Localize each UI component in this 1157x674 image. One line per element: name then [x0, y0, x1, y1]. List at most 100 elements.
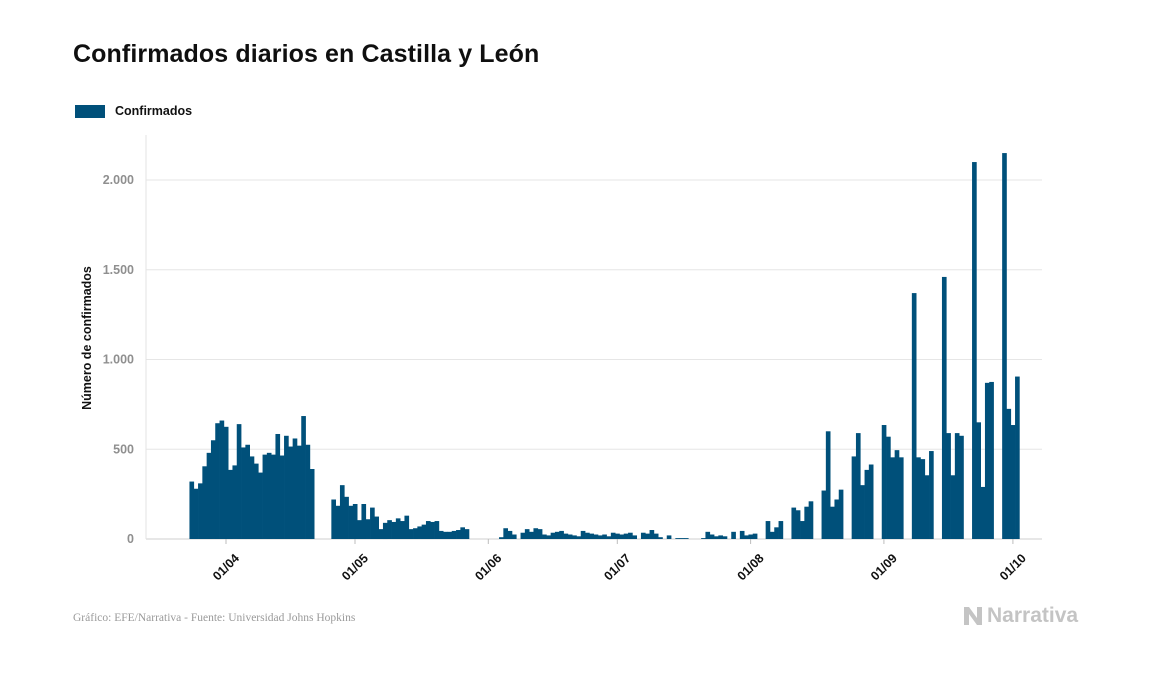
bar	[593, 534, 599, 539]
bar	[752, 533, 758, 539]
bar	[533, 528, 539, 539]
x-tick-label: 01/08	[735, 551, 767, 583]
y-tick-label: 0	[127, 532, 134, 546]
bar	[438, 530, 444, 539]
bar	[460, 527, 465, 539]
bar	[559, 530, 564, 539]
bar	[1015, 376, 1020, 539]
bar	[886, 436, 891, 539]
bar	[597, 535, 603, 539]
bar	[572, 535, 577, 539]
bar	[391, 521, 397, 539]
bar	[245, 444, 250, 539]
bar	[292, 438, 298, 539]
bar	[851, 456, 857, 539]
bar	[795, 510, 801, 539]
bar	[731, 531, 736, 539]
bar	[503, 528, 508, 539]
bar	[529, 531, 534, 539]
bar	[808, 501, 814, 540]
bar	[666, 535, 672, 539]
bar	[374, 516, 379, 539]
bar	[348, 505, 354, 539]
bar	[361, 504, 367, 539]
bar	[382, 522, 388, 540]
bar	[258, 472, 263, 539]
bar	[275, 433, 281, 539]
bar	[550, 532, 556, 539]
bar	[198, 483, 203, 539]
bar	[305, 444, 311, 539]
bar	[658, 537, 663, 539]
bar	[430, 521, 435, 539]
bar	[1002, 153, 1007, 539]
bar	[202, 466, 207, 539]
bar	[838, 489, 844, 539]
bar	[718, 535, 723, 539]
bar	[984, 382, 990, 539]
bar	[774, 527, 779, 539]
bar	[408, 529, 414, 539]
bar	[911, 293, 917, 539]
bar	[769, 531, 775, 539]
legend-swatch	[75, 104, 105, 118]
bar	[537, 529, 543, 539]
bar	[331, 499, 336, 539]
bar	[288, 446, 293, 539]
source-footer: Gráfico: EFE/Narrativa - Fuente: Univers…	[73, 612, 356, 624]
bar	[296, 445, 302, 539]
bar	[223, 426, 229, 539]
bar	[610, 532, 616, 539]
bar	[868, 464, 874, 539]
bar	[825, 431, 831, 539]
bar	[744, 535, 749, 539]
x-tick-label: 01/05	[339, 551, 371, 583]
bar	[834, 499, 840, 539]
bar	[632, 535, 637, 539]
bar	[228, 469, 233, 539]
bar	[709, 534, 715, 539]
bar	[705, 531, 711, 539]
bar	[623, 533, 629, 539]
bar	[378, 529, 384, 539]
legend-label: Confirmados	[115, 104, 193, 118]
y-tick-label: 500	[113, 442, 134, 456]
bar	[894, 450, 900, 539]
bar	[881, 425, 887, 539]
bar	[301, 416, 306, 539]
bar	[262, 454, 268, 539]
bar	[443, 531, 448, 539]
bar	[271, 454, 276, 539]
bar	[800, 521, 805, 539]
y-tick-label: 1.500	[103, 263, 134, 277]
bar	[804, 506, 809, 539]
bar	[976, 422, 981, 539]
bar	[520, 532, 526, 539]
bar	[606, 536, 612, 539]
bar	[335, 505, 341, 539]
bar	[219, 420, 225, 539]
bar	[929, 451, 934, 539]
bar	[456, 530, 461, 539]
bar	[615, 533, 620, 539]
x-tick-label: 01/10	[997, 551, 1029, 583]
bar	[413, 528, 418, 539]
bar	[193, 488, 199, 539]
y-tick-label: 1.000	[103, 353, 134, 367]
bar	[821, 490, 827, 539]
legend: Confirmados	[75, 104, 192, 118]
bar	[215, 423, 220, 539]
bar	[619, 534, 625, 539]
bar	[284, 435, 289, 539]
bar	[585, 532, 590, 539]
bar	[645, 533, 650, 539]
bar	[701, 538, 706, 539]
bar	[507, 530, 513, 539]
bar	[924, 475, 930, 539]
bar	[748, 534, 754, 539]
bar	[898, 457, 904, 539]
bar-layer	[189, 153, 1020, 540]
bar	[236, 424, 242, 539]
bar	[400, 521, 405, 539]
bar	[1006, 408, 1012, 539]
